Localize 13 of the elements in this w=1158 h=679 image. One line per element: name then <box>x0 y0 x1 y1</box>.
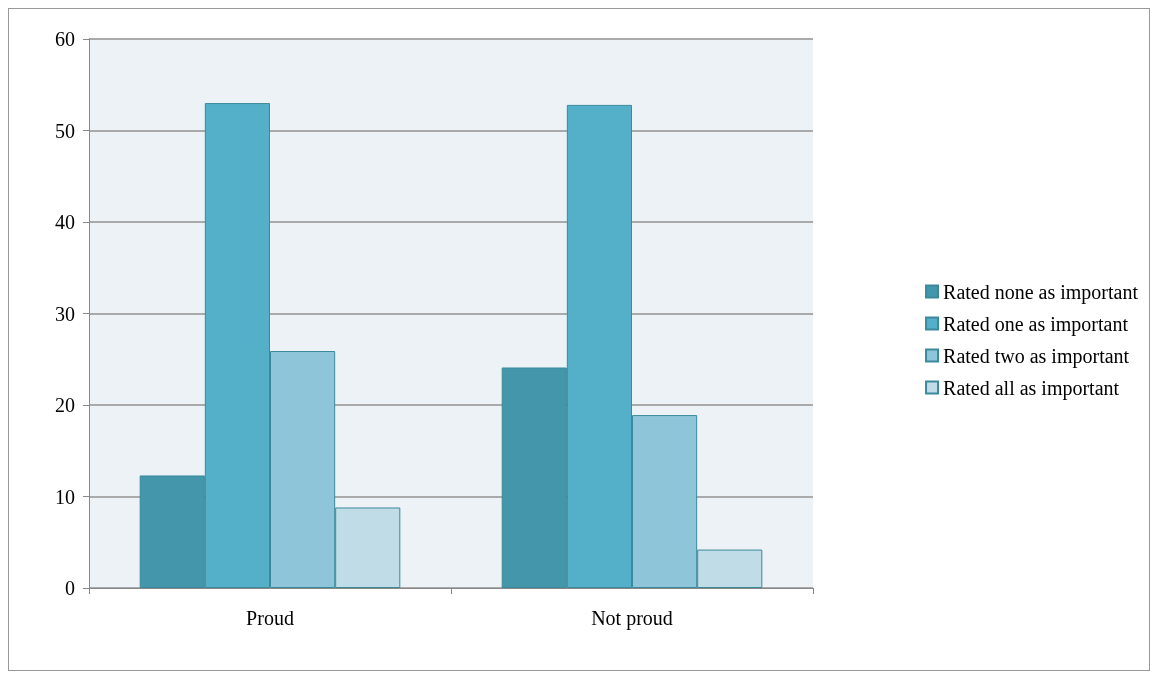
y-tick-label: 20 <box>55 394 75 416</box>
y-tick-label: 40 <box>55 211 75 233</box>
legend-label: Rated all as important <box>943 376 1120 400</box>
y-tick-label: 50 <box>55 119 75 142</box>
legend-label: Rated none as important <box>943 280 1139 304</box>
x-tick-label: Proud <box>246 607 294 629</box>
legend-label: Rated two as important <box>943 344 1130 368</box>
x-tick-label: Not proud <box>591 607 673 630</box>
y-tick-label: 30 <box>55 302 75 325</box>
legend-label: Rated one as important <box>943 312 1129 336</box>
y-tick-label: 10 <box>55 485 75 508</box>
y-tick-label: 0 <box>65 577 75 599</box>
y-tick-label: 60 <box>55 28 75 50</box>
